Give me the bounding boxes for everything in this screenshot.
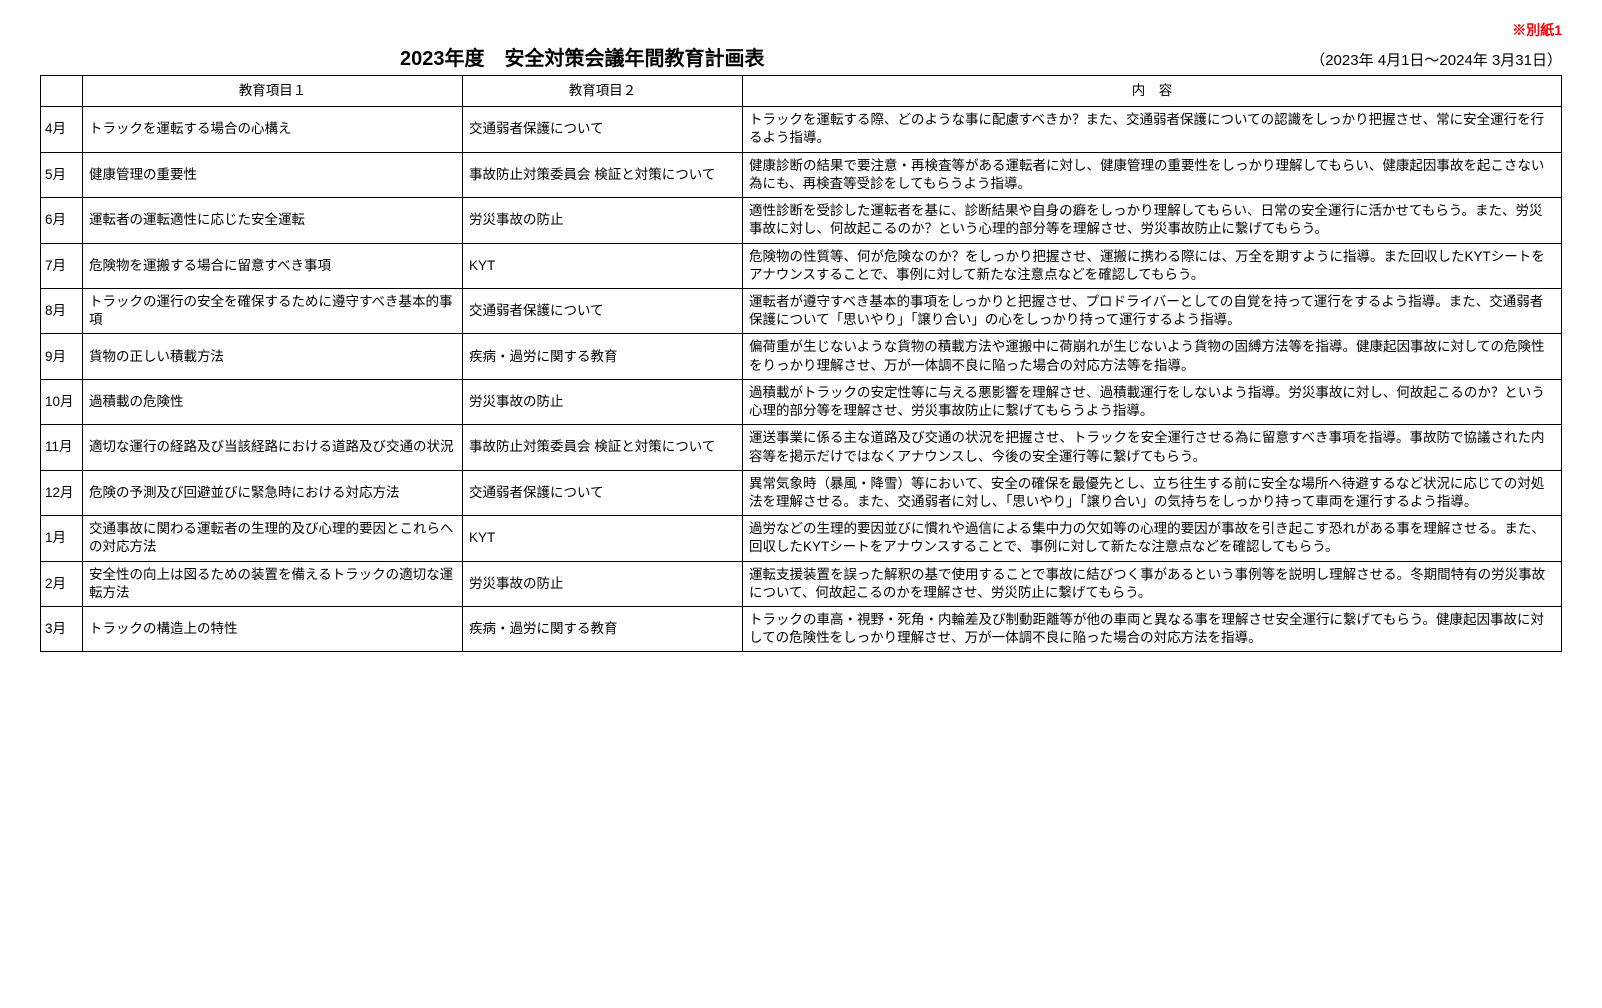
content-cell: トラックの車高・視野・死角・内輪差及び制動距離等が他の車両と異なる事を理解させ安… xyxy=(743,607,1562,652)
item1-cell: 健康管理の重要性 xyxy=(83,152,463,197)
item1-cell: 交通事故に関わる運転者の生理的及び心理的要因とこれらへの対応方法 xyxy=(83,516,463,561)
table-row: 6月運転者の運転適性に応じた安全運転労災事故の防止適性診断を受診した運転者を基に… xyxy=(41,198,1562,243)
item2-cell: KYT xyxy=(463,243,743,288)
item1-cell: 貨物の正しい積載方法 xyxy=(83,334,463,379)
table-row: 8月トラックの運行の安全を確保するために遵守すべき基本的事項交通弱者保護について… xyxy=(41,288,1562,333)
month-cell: 12月 xyxy=(41,470,83,515)
table-row: 5月健康管理の重要性事故防止対策委員会 検証と対策について健康診断の結果で要注意… xyxy=(41,152,1562,197)
item2-cell: 労災事故の防止 xyxy=(463,379,743,424)
item1-cell: 適切な運行の経路及び当該経路における道路及び交通の状況 xyxy=(83,425,463,470)
item1-cell: 危険物を運搬する場合に留意すべき事項 xyxy=(83,243,463,288)
content-cell: 健康診断の結果で要注意・再検査等がある運転者に対し、健康管理の重要性をしっかり理… xyxy=(743,152,1562,197)
month-cell: 2月 xyxy=(41,561,83,606)
item1-cell: トラックの構造上の特性 xyxy=(83,607,463,652)
content-cell: トラックを運転する際、どのような事に配慮すべきか？また、交通弱者保護についての認… xyxy=(743,107,1562,152)
month-cell: 7月 xyxy=(41,243,83,288)
month-cell: 3月 xyxy=(41,607,83,652)
item1-cell: 危険の予測及び回避並びに緊急時における対応方法 xyxy=(83,470,463,515)
document-title: 2023年度 安全対策会議年間教育計画表 xyxy=(400,42,765,71)
month-cell: 6月 xyxy=(41,198,83,243)
item2-cell: KYT xyxy=(463,516,743,561)
item2-cell: 疾病・過労に関する教育 xyxy=(463,334,743,379)
header-item1: 教育項目１ xyxy=(83,76,463,107)
table-row: 7月危険物を運搬する場合に留意すべき事項KYT危険物の性質等、何が危険なのか？を… xyxy=(41,243,1562,288)
content-cell: 過積載がトラックの安定性等に与える悪影響を理解させ、過積載運行をしないよう指導。… xyxy=(743,379,1562,424)
content-cell: 異常気象時（暴風・降雪）等において、安全の確保を最優先とし、立ち往生する前に安全… xyxy=(743,470,1562,515)
item2-cell: 疾病・過労に関する教育 xyxy=(463,607,743,652)
item2-cell: 交通弱者保護について xyxy=(463,107,743,152)
content-cell: 運転支援装置を誤った解釈の基で使用することで事故に結びつく事があるという事例等を… xyxy=(743,561,1562,606)
education-plan-table: 教育項目１ 教育項目２ 内 容 4月トラックを運転する場合の心構え交通弱者保護に… xyxy=(40,75,1562,652)
item2-cell: 労災事故の防止 xyxy=(463,198,743,243)
table-row: 9月貨物の正しい積載方法疾病・過労に関する教育偏荷重が生じないような貨物の積載方… xyxy=(41,334,1562,379)
item1-cell: 運転者の運転適性に応じた安全運転 xyxy=(83,198,463,243)
item2-cell: 交通弱者保護について xyxy=(463,470,743,515)
month-cell: 11月 xyxy=(41,425,83,470)
header-item2: 教育項目２ xyxy=(463,76,743,107)
content-cell: 危険物の性質等、何が危険なのか？をしっかり把握させ、運搬に携わる際には、万全を期… xyxy=(743,243,1562,288)
content-cell: 運転者が遵守すべき基本的事項をしっかりと把握させ、プロドライバーとしての自覚を持… xyxy=(743,288,1562,333)
item2-cell: 労災事故の防止 xyxy=(463,561,743,606)
document-header: ※別紙1 2023年度 安全対策会議年間教育計画表 （2023年 4月1日～20… xyxy=(40,20,1562,71)
table-row: 4月トラックを運転する場合の心構え交通弱者保護についてトラックを運転する際、どの… xyxy=(41,107,1562,152)
month-cell: 1月 xyxy=(41,516,83,561)
item1-cell: トラックを運転する場合の心構え xyxy=(83,107,463,152)
month-cell: 5月 xyxy=(41,152,83,197)
date-range: （2023年 4月1日～2024年 3月31日） xyxy=(1310,49,1562,70)
month-cell: 10月 xyxy=(41,379,83,424)
table-row: 3月トラックの構造上の特性疾病・過労に関する教育トラックの車高・視野・死角・内輪… xyxy=(41,607,1562,652)
item1-cell: 過積載の危険性 xyxy=(83,379,463,424)
table-row: 11月適切な運行の経路及び当該経路における道路及び交通の状況事故防止対策委員会 … xyxy=(41,425,1562,470)
table-row: 2月安全性の向上は図るための装置を備えるトラックの適切な運転方法労災事故の防止運… xyxy=(41,561,1562,606)
header-content: 内 容 xyxy=(743,76,1562,107)
month-cell: 9月 xyxy=(41,334,83,379)
table-row: 12月危険の予測及び回避並びに緊急時における対応方法交通弱者保護について異常気象… xyxy=(41,470,1562,515)
attachment-note: ※別紙1 xyxy=(40,20,1562,40)
content-cell: 偏荷重が生じないような貨物の積載方法や運搬中に荷崩れが生じないよう貨物の固縛方法… xyxy=(743,334,1562,379)
title-row: 2023年度 安全対策会議年間教育計画表 （2023年 4月1日～2024年 3… xyxy=(40,42,1562,71)
table-header-row: 教育項目１ 教育項目２ 内 容 xyxy=(41,76,1562,107)
content-cell: 過労などの生理的要因並びに慣れや過信による集中力の欠如等の心理的要因が事故を引き… xyxy=(743,516,1562,561)
content-cell: 運送事業に係る主な道路及び交通の状況を把握させ、トラックを安全運行させる為に留意… xyxy=(743,425,1562,470)
month-cell: 8月 xyxy=(41,288,83,333)
month-cell: 4月 xyxy=(41,107,83,152)
table-row: 10月過積載の危険性労災事故の防止過積載がトラックの安定性等に与える悪影響を理解… xyxy=(41,379,1562,424)
item2-cell: 交通弱者保護について xyxy=(463,288,743,333)
content-cell: 適性診断を受診した運転者を基に、診断結果や自身の癖をしっかり理解してもらい、日常… xyxy=(743,198,1562,243)
item2-cell: 事故防止対策委員会 検証と対策について xyxy=(463,152,743,197)
header-month xyxy=(41,76,83,107)
item1-cell: 安全性の向上は図るための装置を備えるトラックの適切な運転方法 xyxy=(83,561,463,606)
item1-cell: トラックの運行の安全を確保するために遵守すべき基本的事項 xyxy=(83,288,463,333)
table-row: 1月交通事故に関わる運転者の生理的及び心理的要因とこれらへの対応方法KYT過労な… xyxy=(41,516,1562,561)
item2-cell: 事故防止対策委員会 検証と対策について xyxy=(463,425,743,470)
